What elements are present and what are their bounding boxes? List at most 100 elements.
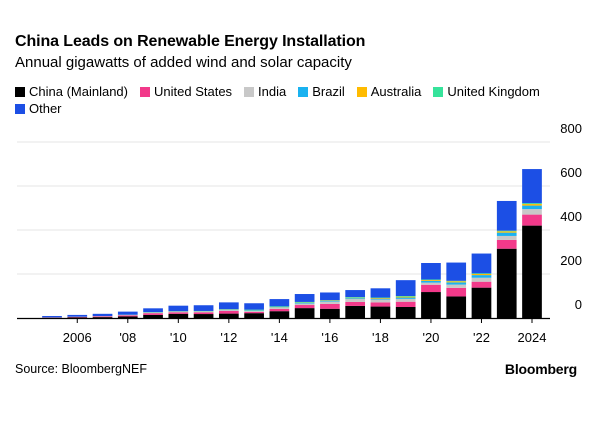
- bar-india-2015: [294, 303, 315, 306]
- bar-india-2013: [244, 310, 264, 312]
- legend-label: China (Mainland): [29, 84, 128, 99]
- bar-australia-2023: [496, 231, 517, 233]
- bar-united-states-2013: [244, 311, 264, 314]
- bar-united-kingdom-2017: [345, 297, 366, 298]
- bar-united-kingdom-2014: [269, 306, 290, 307]
- bar-india-2014: [269, 307, 290, 309]
- bar-united-kingdom-2019: [395, 296, 416, 297]
- bar-brazil-2024: [522, 205, 542, 210]
- x-tick-label: '08: [119, 330, 136, 345]
- bar-china-mainland-2018: [370, 306, 391, 318]
- bar-united-kingdom-2023: [496, 230, 517, 232]
- bar-other-2009: [143, 308, 163, 313]
- bar-united-kingdom-2015: [294, 301, 315, 303]
- bar-united-states-2007: [92, 316, 113, 318]
- legend-label: United Kingdom: [447, 84, 540, 99]
- bar-united-states-2016: [320, 303, 340, 309]
- bar-china-mainland-2007: [92, 317, 113, 318]
- bar-brazil-2019: [395, 297, 416, 299]
- bar-other-2011: [193, 305, 214, 311]
- bar-china-mainland-2014: [269, 311, 290, 318]
- bar-brazil-2017: [345, 298, 366, 300]
- bar-china-mainland-2022: [471, 287, 492, 318]
- bar-australia-2024: [522, 204, 542, 206]
- bar-united-states-2009: [143, 313, 163, 315]
- bar-china-mainland-2024: [522, 225, 542, 318]
- bar-india-2023: [496, 235, 517, 240]
- bar-other-2020: [421, 263, 441, 280]
- bar-other-2012: [218, 302, 239, 310]
- bar-india-2022: [471, 277, 492, 282]
- bar-other-2006: [67, 314, 88, 317]
- bar-other-2018: [370, 288, 391, 298]
- bar-india-2020: [421, 282, 441, 285]
- bar-australia-2020: [421, 279, 441, 281]
- bar-china-mainland-2008: [117, 316, 138, 318]
- bar-china-mainland-2021: [446, 296, 467, 318]
- legend-item-united-kingdom: United Kingdom: [433, 83, 540, 100]
- bar-australia-2018: [370, 297, 391, 299]
- bar-united-states-2012: [218, 310, 239, 314]
- bar-other-2015: [294, 294, 315, 302]
- bar-united-states-2011: [193, 312, 214, 315]
- bar-australia-2022: [471, 274, 492, 276]
- bar-india-2019: [395, 298, 416, 302]
- legend-item-united-states: United States: [140, 83, 232, 100]
- legend-label: Other: [29, 101, 62, 116]
- bar-china-mainland-2009: [143, 314, 163, 318]
- bar-other-2005: [42, 316, 62, 318]
- bar-united-states-2014: [269, 308, 290, 312]
- legend-item-india: India: [244, 83, 286, 100]
- bar-brazil-2015: [294, 302, 315, 304]
- legend-swatch: [244, 87, 255, 97]
- bar-brazil-2016: [320, 301, 340, 302]
- bar-brazil-2023: [496, 232, 517, 236]
- bar-other-2010: [168, 305, 189, 312]
- chart-subtitle: Annual gigawatts of added wind and solar…: [15, 54, 352, 71]
- y-tick-label: 800: [560, 121, 582, 136]
- bar-other-2024: [522, 169, 542, 204]
- bar-india-2021: [446, 284, 467, 288]
- bar-india-2016: [320, 301, 340, 304]
- x-tick-label: '20: [422, 330, 439, 345]
- legend-item-australia: Australia: [356, 83, 421, 100]
- bar-other-2008: [117, 311, 138, 315]
- bar-united-states-2021: [446, 287, 467, 297]
- bar-united-states-2022: [471, 281, 492, 288]
- bar-united-states-2020: [421, 284, 441, 293]
- bar-brazil-2018: [370, 298, 391, 300]
- bloomberg-logo: Bloomberg: [504, 361, 577, 377]
- legend-item-brazil: Brazil: [298, 83, 345, 100]
- legend-item-other: Other: [15, 100, 62, 117]
- y-tick-label: 0: [575, 297, 582, 312]
- bar-united-states-2015: [294, 305, 315, 309]
- bar-united-kingdom-2022: [471, 273, 492, 274]
- bar-united-states-2019: [395, 301, 416, 307]
- legend-swatch: [298, 87, 309, 97]
- bar-australia-2019: [395, 296, 416, 298]
- bar-other-2021: [446, 262, 467, 281]
- legend-label: Brazil: [312, 84, 345, 99]
- legend-item-china-mainland: China (Mainland): [15, 83, 128, 100]
- x-tick-label: 2024: [518, 330, 547, 345]
- bar-china-mainland-2012: [218, 313, 239, 318]
- y-tick-label: 400: [560, 209, 582, 224]
- legend-label: India: [258, 84, 287, 99]
- legend: China (Mainland) United States India Brazil…: [15, 83, 585, 117]
- legend-swatch: [15, 104, 25, 114]
- bar-brazil-2020: [421, 280, 441, 283]
- legend-swatch: [15, 87, 25, 97]
- bar-other-2022: [471, 253, 492, 274]
- bar-australia-2021: [446, 281, 467, 283]
- bar-united-states-2023: [496, 239, 517, 249]
- bar-other-2014: [269, 299, 290, 307]
- chart-title: China Leads on Renewable Energy Installa…: [15, 33, 366, 50]
- bar-india-2024: [522, 209, 542, 215]
- x-tick-label: '12: [220, 330, 237, 345]
- bar-china-mainland-2015: [294, 308, 315, 318]
- bar-china-mainland-2020: [421, 292, 441, 318]
- bar-china-mainland-2011: [193, 314, 214, 318]
- legend-swatch: [433, 87, 444, 97]
- x-tick-label: '10: [170, 330, 187, 345]
